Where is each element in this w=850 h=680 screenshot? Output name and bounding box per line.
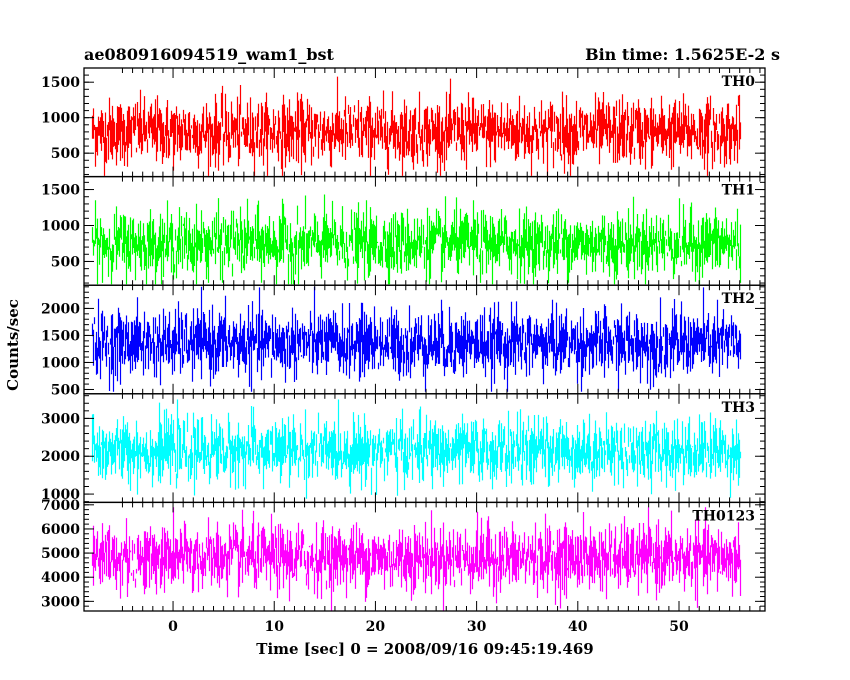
panel-label: TH0 (722, 74, 756, 90)
y-tick-label: 7000 (41, 498, 80, 514)
y-tick-label: 3000 (41, 594, 80, 610)
y-axis-title: Counts/sec (4, 299, 22, 391)
x-tick-label: 10 (264, 619, 284, 635)
lightcurve-th3 (91, 399, 742, 499)
y-tick-label: 2000 (41, 449, 80, 465)
panel-th1: 500 1000 1500 TH1 (41, 175, 766, 286)
panel-label: TH0123 (692, 508, 755, 524)
y-tick-label: 500 (51, 382, 80, 398)
y-tick-label: 2000 (41, 301, 80, 317)
lightcurve-th0123 (91, 507, 742, 611)
bin-time-label: Bin time: 1.5625E-2 s (585, 45, 780, 64)
panel-label: TH1 (722, 183, 755, 199)
lightcurve-th0 (91, 76, 742, 176)
y-tick-label: 1500 (41, 183, 80, 199)
x-tick-label: 40 (568, 619, 588, 635)
y-tick-label: 1000 (41, 487, 80, 503)
y-tick-label: 4000 (41, 570, 80, 586)
y-tick-label: 500 (51, 254, 80, 270)
panel-th2: 500 1000 1500 2000 TH2 (41, 284, 766, 398)
chart-title: ae080916094519_wam1_bst (84, 45, 335, 64)
x-tick-label: 50 (669, 619, 689, 635)
panel-label: TH2 (722, 291, 755, 307)
panel-th0123: 3000 4000 5000 6000 7000 TH0123 (41, 498, 766, 612)
y-tick-label: 1500 (41, 328, 80, 344)
y-tick-label: 3000 (41, 411, 80, 427)
y-tick-label: 1500 (41, 75, 80, 91)
panel-th0: 500 1000 1500 TH0 (41, 67, 766, 178)
panel-frame (83, 501, 766, 612)
x-tick-label: 20 (366, 619, 386, 635)
y-tick-label: 1000 (41, 111, 80, 127)
y-tick-label: 6000 (41, 522, 80, 538)
y-tick-label: 5000 (41, 546, 80, 562)
x-tick-label: 0 (168, 619, 178, 635)
panel-label: TH3 (722, 400, 755, 416)
y-tick-label: 1000 (41, 355, 80, 371)
y-tick-label: 500 (51, 146, 80, 162)
y-tick-label: 1000 (41, 219, 80, 235)
lightcurve-th1 (91, 194, 742, 285)
panel-th3: 1000 2000 3000 TH3 (41, 393, 766, 503)
x-tick-label: 30 (467, 619, 487, 635)
x-axis-title: Time [sec] 0 = 2008/09/16 09:45:19.469 (256, 640, 593, 658)
lightcurve-th2 (91, 286, 742, 392)
